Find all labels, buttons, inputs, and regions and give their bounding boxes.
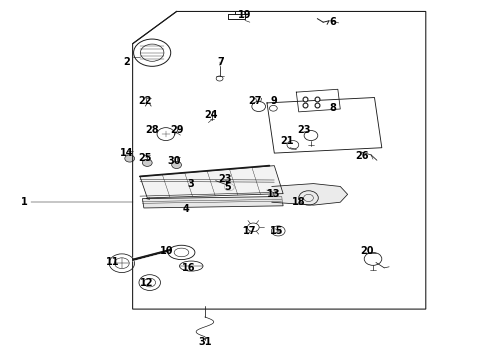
Text: 27: 27 [248,96,262,106]
Text: 28: 28 [146,125,159,135]
Circle shape [143,159,152,166]
Text: 14: 14 [120,148,133,158]
Text: 6: 6 [330,17,336,27]
Text: 7: 7 [217,57,224,67]
Text: 1: 1 [21,197,27,207]
Text: 29: 29 [170,125,183,135]
Text: 8: 8 [329,103,337,113]
Polygon shape [143,197,283,208]
Text: 12: 12 [140,278,153,288]
Text: 26: 26 [356,150,369,161]
Text: 24: 24 [204,111,218,121]
Text: 2: 2 [123,57,130,67]
Text: 23: 23 [297,125,310,135]
Circle shape [172,161,181,168]
Text: 17: 17 [243,226,257,236]
Text: 21: 21 [280,136,294,145]
Text: 9: 9 [271,96,278,106]
Text: 18: 18 [292,197,306,207]
Text: 22: 22 [138,96,151,106]
Text: 31: 31 [198,337,212,347]
Text: 16: 16 [182,263,196,273]
Text: 3: 3 [187,179,194,189]
Text: 4: 4 [183,204,190,215]
Text: 11: 11 [106,257,120,267]
Polygon shape [272,184,347,205]
Text: 25: 25 [138,153,151,163]
Text: 5: 5 [224,182,231,192]
Text: 10: 10 [160,246,173,256]
Text: 13: 13 [267,189,280,199]
Text: 19: 19 [238,10,252,20]
Text: 20: 20 [361,246,374,256]
Text: 30: 30 [168,156,181,166]
Text: 15: 15 [270,226,284,236]
Circle shape [125,155,135,162]
Text: 23: 23 [219,174,232,184]
Polygon shape [140,166,283,198]
